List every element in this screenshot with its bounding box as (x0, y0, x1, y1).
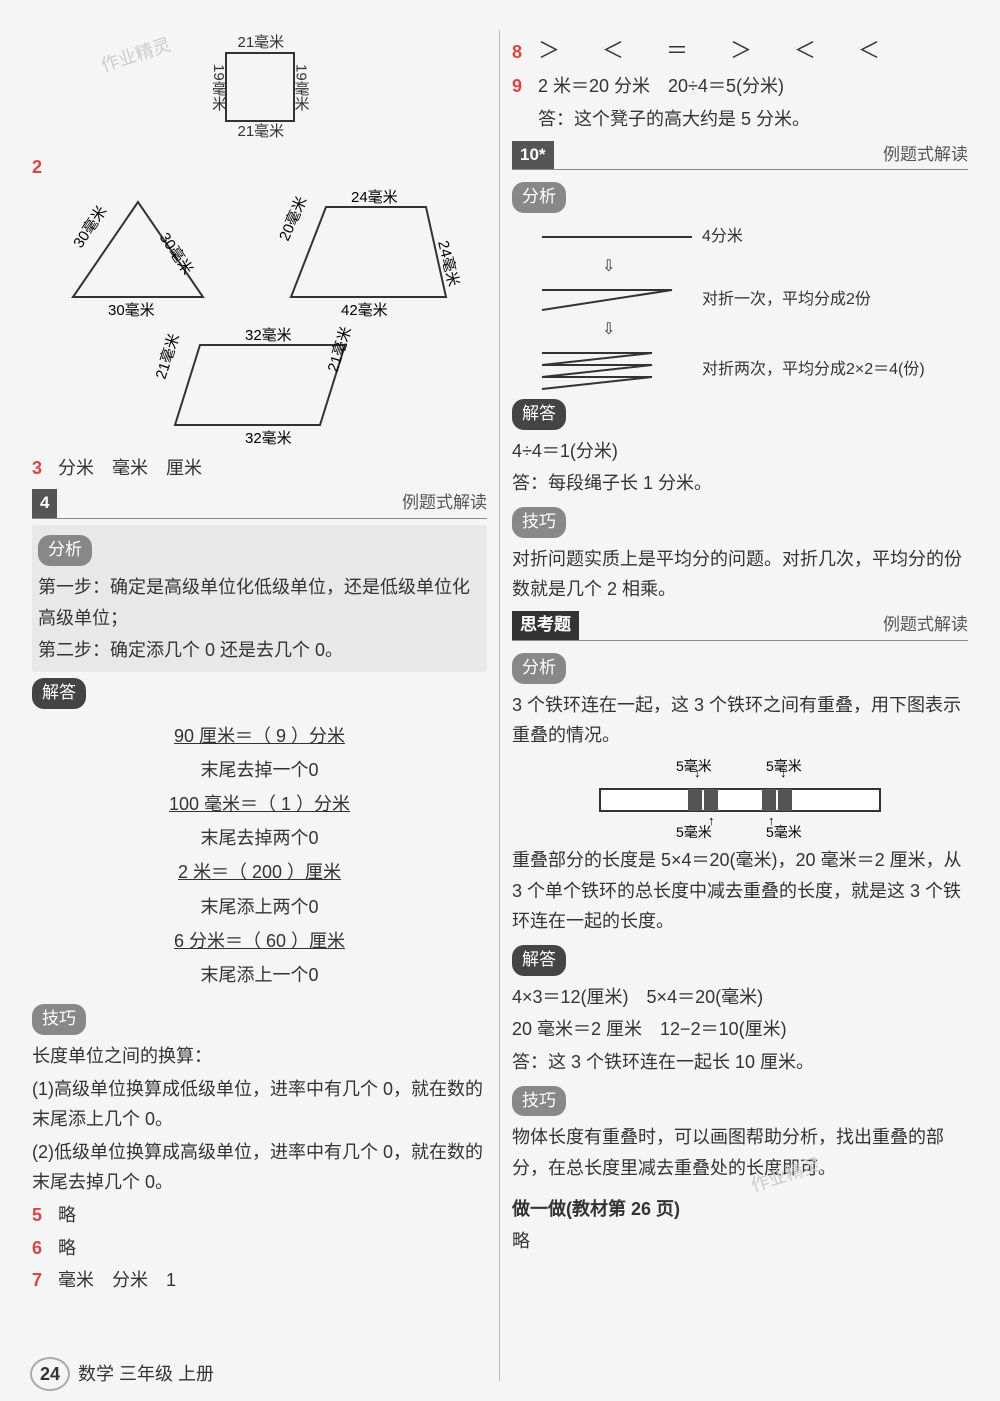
tri-left-label: 30毫米 (70, 202, 111, 251)
fenxi-tag: 分析 (38, 535, 92, 566)
sikao-right-label: 例题式解读 (883, 611, 968, 640)
q9-number: 9 (512, 71, 534, 102)
quad-top-label: 24毫米 (351, 188, 398, 206)
sk-jieda-tag: 解答 (512, 945, 566, 976)
square-figure: 21毫米 21毫米 19毫米 19毫米 (32, 34, 487, 144)
q7-number: 7 (32, 1265, 54, 1296)
fold2-text: 对折两次，平均分成2×2＝4(份) (702, 356, 925, 383)
conversion-block: 90 厘米＝（ 9 ）分米 末尾去掉一个0 100 毫米＝（ 1 ）分米 末尾去… (32, 719, 487, 993)
conv3b: 末尾添上两个0 (32, 890, 487, 924)
sk-fenxi-tag: 分析 (512, 653, 566, 684)
fold-row-0: 4分米 (542, 223, 968, 250)
right-column: 8＞ ＜ ＝ ＞ ＜ ＜ 92 米＝20 分米 20÷4＝5(分米) 答：这个凳… (500, 30, 980, 1381)
para-bottom-label: 32毫米 (245, 429, 292, 445)
zuo-title: 做一做(教材第 26 页) (512, 1194, 968, 1225)
zuo-ans: 略 (512, 1226, 968, 1257)
sk-ans3: 答：这 3 个铁环连在一起长 10 厘米。 (512, 1047, 968, 1078)
quad-figure: 24毫米 24毫米 20毫米 42毫米 (266, 187, 466, 317)
q4-step2: 第二步：确定添几个 0 还是去几个 0。 (38, 635, 481, 666)
q5-number: 5 (32, 1200, 54, 1231)
sk-fenxi-text: 3 个铁环连在一起，这 3 个铁环之间有重叠，用下图表示重叠的情况。 (512, 690, 968, 751)
conv2a: 100 毫米＝（ 1 ）分米 (169, 794, 350, 814)
square-right-label: 19毫米 (288, 64, 314, 111)
q5-text: 略 (58, 1205, 76, 1225)
q4-right-label: 例题式解读 (402, 489, 487, 518)
conv1b: 末尾去掉一个0 (32, 753, 487, 787)
ring-label-3: 5毫米 (676, 824, 712, 840)
triangle-figure: 30毫米 30毫米 30毫米 (53, 187, 223, 317)
q9-line2: 答：这个凳子的高大约是 5 分米。 (512, 104, 968, 135)
fold-row-1: 对折一次，平均分成2份 (542, 286, 968, 314)
sk-fenxi2: 重叠部分的长度是 5×4＝20(毫米)，20 毫米＝2 厘米，从 3 个单个铁环… (512, 845, 968, 937)
square-left-label: 19毫米 (206, 64, 232, 111)
tip1: (1)高级单位换算成低级单位，进率中有几个 0，就在数的末尾添上几个 0。 (32, 1074, 487, 1135)
q10-tip: 对折问题实质上是平均分的问题。对折几次，平均分的份数就是几个 2 相乘。 (512, 544, 968, 605)
para-right-label: 21毫米 (323, 325, 355, 374)
page-footer: 24 数学 三年级 上册 (30, 1357, 214, 1391)
conv2b: 末尾去掉两个0 (32, 821, 487, 855)
quad-base-label: 42毫米 (341, 301, 388, 317)
arrow-down-icon-2: ⇩ (602, 316, 968, 343)
conv4a: 6 分米＝（ 60 ）厘米 (174, 931, 345, 951)
footer-text: 数学 三年级 上册 (78, 1359, 214, 1390)
left-column: 作业精灵 21毫米 21毫米 19毫米 19毫米 2 30毫米 30毫米 30毫… (20, 30, 500, 1381)
tip2: (2)低级单位换算成高级单位，进率中有几个 0，就在数的末尾去掉几个 0。 (32, 1137, 487, 1198)
q8-text: ＞ ＜ ＝ ＞ ＜ ＜ (538, 38, 890, 63)
q2-number: 2 (32, 152, 54, 183)
q6-number: 6 (32, 1233, 54, 1264)
q6-text: 略 (58, 1238, 76, 1258)
tip-title: 长度单位之间的换算： (32, 1041, 487, 1072)
sk-ans2: 20 毫米＝2 厘米 12−2＝10(厘米) (512, 1014, 968, 1045)
svg-text:↑: ↑ (708, 813, 715, 828)
para-left-label: 21毫米 (151, 331, 183, 381)
q4-number: 4 (32, 489, 57, 518)
jiqiao-tag: 技巧 (32, 1004, 86, 1035)
q10-right-label: 例题式解读 (883, 141, 968, 170)
svg-text:↑: ↑ (768, 813, 775, 828)
q10-jiqiao-tag: 技巧 (512, 507, 566, 538)
q9-line1: 2 米＝20 分米 20÷4＝5(分米) (538, 76, 784, 96)
sk-tip: 物体长度有重叠时，可以画图帮助分析，找出重叠的部分，在总长度里减去重叠处的长度即… (512, 1122, 968, 1183)
conv1a: 90 厘米＝（ 9 ）分米 (174, 726, 345, 746)
page-number: 24 (30, 1357, 70, 1391)
square-top-label: 21毫米 (238, 30, 285, 56)
fold1-text: 对折一次，平均分成2份 (702, 286, 871, 313)
q4-header: 4 例题式解读 (32, 489, 487, 519)
tri-right-label: 30毫米 (156, 229, 197, 278)
q10-ans1: 4÷4＝1(分米) (512, 436, 968, 467)
q10-ans2: 答：每段绳子长 1 分米。 (512, 468, 968, 499)
fold-length: 4分米 (702, 223, 743, 250)
q10-header: 10* 例题式解读 (512, 141, 968, 171)
parallelogram-figure: 32毫米 32毫米 21毫米 21毫米 (32, 325, 487, 445)
svg-text:↓: ↓ (694, 765, 701, 780)
sk-ans1: 4×3＝12(厘米) 5×4＝20(毫米) (512, 982, 968, 1013)
q10-fenxi-tag: 分析 (512, 182, 566, 213)
q4-fenxi-block: 分析 第一步：确定是高级单位化低级单位，还是低级单位化高级单位； 第二步：确定添… (32, 525, 487, 672)
shapes-row-1: 30毫米 30毫米 30毫米 24毫米 24毫米 20毫米 42毫米 (32, 187, 487, 317)
svg-text:↓: ↓ (780, 765, 787, 780)
rings-figure: 5毫米 5毫米 ↓↓ 5毫米 5毫米 ↑↑ (580, 753, 900, 843)
arrow-down-icon-1: ⇩ (602, 253, 968, 280)
q7-text: 毫米 分米 1 (58, 1270, 176, 1290)
square-bottom-label: 21毫米 (238, 119, 285, 145)
quad-left-label: 20毫米 (275, 193, 310, 243)
fold-row-2: 对折两次，平均分成2×2＝4(份) (542, 349, 968, 391)
q10-number: 10* (512, 141, 554, 170)
q4-step1: 第一步：确定是高级单位化低级单位，还是低级单位化高级单位； (38, 572, 481, 633)
q3-text: 分米 毫米 厘米 (58, 458, 202, 478)
q8-number: 8 (512, 37, 534, 68)
para-top-label: 32毫米 (245, 326, 292, 344)
jieda-tag: 解答 (32, 678, 86, 709)
tri-base-label: 30毫米 (108, 301, 155, 317)
sikao-label: 思考题 (512, 611, 579, 640)
q3-number: 3 (32, 453, 54, 484)
sikao-header: 思考题 例题式解读 (512, 611, 968, 641)
sk-jiqiao-tag: 技巧 (512, 1086, 566, 1117)
conv3a: 2 米＝（ 200 ）厘米 (178, 862, 341, 882)
q10-jieda-tag: 解答 (512, 399, 566, 430)
conv4b: 末尾添上一个0 (32, 958, 487, 992)
